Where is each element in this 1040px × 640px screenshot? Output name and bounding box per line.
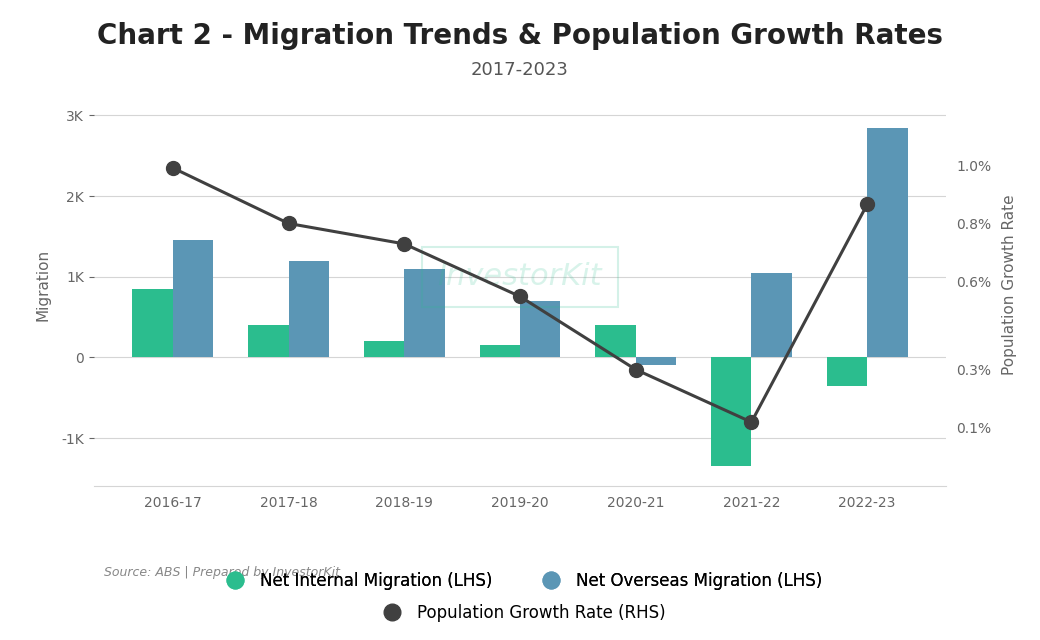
Bar bbox=[405, 269, 445, 357]
Bar bbox=[867, 127, 908, 357]
Legend: Net Internal Migration (LHS), Net Overseas Migration (LHS): Net Internal Migration (LHS), Net Overse… bbox=[211, 565, 829, 596]
Bar bbox=[173, 241, 213, 357]
Text: InvestorKit: InvestorKit bbox=[438, 262, 602, 291]
Bar bbox=[132, 289, 173, 357]
Bar bbox=[288, 260, 329, 357]
Bar bbox=[635, 357, 676, 365]
Text: Chart 2 - Migration Trends & Population Growth Rates: Chart 2 - Migration Trends & Population … bbox=[97, 22, 943, 51]
Bar bbox=[479, 346, 520, 357]
Legend: Population Growth Rate (RHS): Population Growth Rate (RHS) bbox=[368, 597, 672, 628]
Text: Source: ABS | Prepared by InvestorKit: Source: ABS | Prepared by InvestorKit bbox=[104, 566, 340, 579]
Text: 2017-2023: 2017-2023 bbox=[471, 61, 569, 79]
Bar bbox=[364, 341, 405, 357]
Bar bbox=[249, 325, 288, 357]
Bar bbox=[520, 301, 561, 357]
Bar bbox=[711, 357, 752, 466]
Y-axis label: Migration: Migration bbox=[35, 249, 50, 321]
Y-axis label: Population Growth Rate: Population Growth Rate bbox=[1003, 195, 1017, 375]
Bar bbox=[595, 325, 635, 357]
Bar bbox=[827, 357, 867, 385]
Bar bbox=[752, 273, 791, 357]
